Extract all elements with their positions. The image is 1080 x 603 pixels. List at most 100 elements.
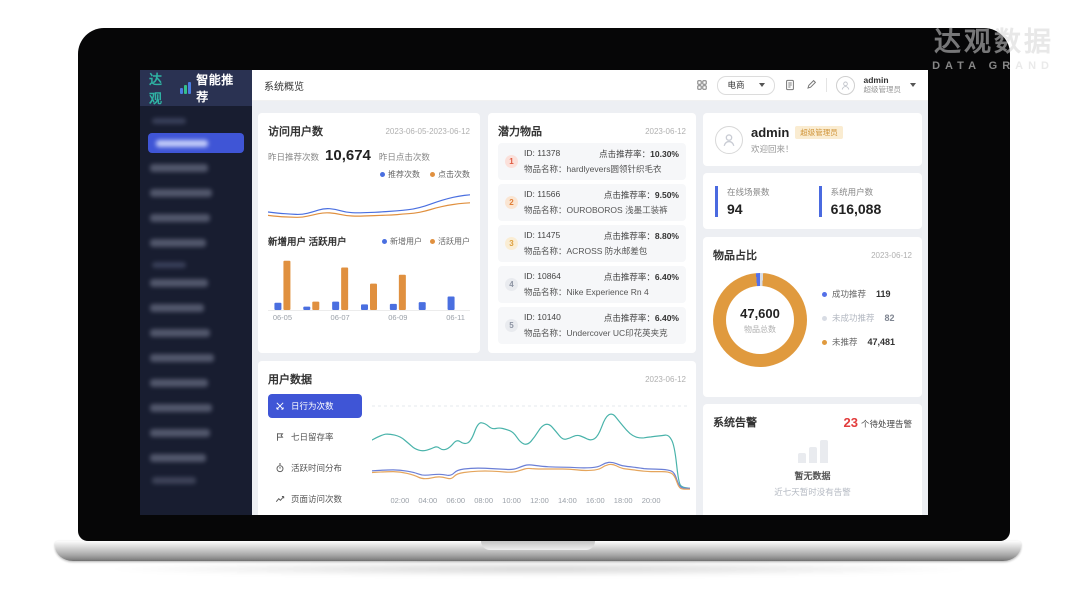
pending-alerts[interactable]: 23 个待处理告警: [843, 414, 912, 430]
page-title: 系统概览: [264, 81, 304, 93]
topbar-actions: 电商: [696, 75, 916, 95]
edit-icon[interactable]: [805, 79, 817, 91]
x-tick-label: 12:00: [530, 496, 549, 505]
legend-active-users: 活跃用户: [430, 236, 470, 247]
donut-chart: 47,600 物品总数: [713, 273, 807, 367]
potential-item[interactable]: 2 ID: 11566 点击推荐率：9.50% 物品名称：OUROBOROS 浅…: [498, 184, 686, 221]
item-id: ID: 10864: [524, 271, 561, 281]
behavior-x-axis: 02:00 04:00 06:00 08:00 10:00 12:00 14:00 16:00…: [372, 496, 686, 506]
sidebar-item-blurred[interactable]: [150, 402, 242, 414]
legend-click: 点击次数: [430, 169, 470, 180]
sidebar-item-blurred[interactable]: [150, 212, 242, 224]
legend-new-users: 新增用户: [382, 236, 422, 247]
document-icon[interactable]: [784, 79, 796, 91]
donut-legend: 成功推荐 119 未成功推荐 82 未推荐 47,481: [822, 288, 895, 367]
item-id: ID: 11378: [524, 148, 561, 158]
item-ctr: 点击推荐率：8.80%: [603, 231, 679, 241]
sidebar-item-blurred[interactable]: [150, 452, 242, 464]
potential-item[interactable]: 1 ID: 11378 点击推荐率：10.30% 物品名称：hardlyever…: [498, 143, 686, 180]
potential-item[interactable]: 3 ID: 11475 点击推荐率：8.80% 物品名称：ACROSS 防水邮差…: [498, 225, 686, 262]
date-value: 2023-06-12: [645, 126, 686, 136]
empty-title: 暂无数据: [794, 471, 831, 481]
avatar[interactable]: [835, 75, 855, 95]
laptop-base: [55, 541, 1021, 561]
card-title: 系统告警: [713, 417, 757, 429]
item-name: 物品名称：Undercover UC印花英夹克: [524, 328, 668, 338]
rank-badge: 2: [505, 196, 518, 209]
item-ctr: 点击推荐率：6.40%: [603, 313, 679, 323]
item-ctr: 点击推荐率：6.40%: [603, 272, 679, 282]
legend-recommend: 推荐次数: [380, 169, 420, 180]
user-menu[interactable]: admin 超级管理员: [864, 75, 902, 94]
sidebar-item-blurred[interactable]: [150, 187, 242, 199]
visit-trend-chart: [268, 194, 470, 218]
sidebar-item-blurred[interactable]: [150, 162, 242, 174]
rank-badge: 1: [505, 155, 518, 168]
x-tick-label: 06-09: [388, 313, 408, 322]
stat-value: 616,088: [830, 200, 882, 217]
app-logo: 达观 智能推荐: [140, 70, 252, 106]
x-tick-label: 20:00: [641, 496, 661, 505]
x-tick-label: 18:00: [613, 496, 633, 505]
card-title: 用户数据: [268, 374, 312, 386]
item-ctr: 点击推荐率：9.50%: [603, 190, 679, 200]
sidebar-item-active[interactable]: [148, 133, 244, 153]
topbar-divider: [825, 78, 827, 92]
laptop-shadow: [110, 562, 970, 576]
items-total-value: 47,600: [740, 305, 780, 321]
item-name: 物品名称：OUROBOROS 浅墨工装裤: [524, 205, 668, 215]
sidebar-item-blurred[interactable]: [150, 302, 242, 314]
menu-page-views[interactable]: 页面访问次数: [268, 487, 362, 511]
new-active-users-chart: [268, 260, 470, 311]
empty-chart-icon: [797, 439, 828, 463]
role-badge: 超级管理员: [795, 125, 843, 139]
stat-label: 在线场景数: [727, 186, 770, 197]
card-title: 访问用户数: [268, 126, 323, 138]
rank-badge: 4: [505, 278, 518, 291]
user-data-menu: 日行为次数 七日留存率: [268, 394, 362, 515]
card-title: 潜力物品: [498, 126, 542, 138]
scene-select-value: 电商: [727, 80, 745, 90]
visit-users-card: 访问用户数 2023-06-05-2023-06-12 昨日推荐次数 10,67…: [258, 113, 480, 353]
sidebar-item-blurred[interactable]: [150, 277, 242, 289]
user-menu-chevron-icon[interactable]: [910, 83, 916, 87]
sidebar: 达观 智能推荐: [140, 70, 252, 515]
sidebar-footer-item[interactable]: [152, 477, 196, 484]
potential-items-card: 潜力物品 2023-06-12 1 ID: 11378 点击推荐率：10.30%…: [488, 113, 696, 353]
sidebar-item-blurred[interactable]: [150, 427, 242, 439]
stat-value: 94: [727, 200, 743, 217]
date-value: 2023-06-12: [645, 374, 686, 384]
stat-label: 系统用户数: [830, 186, 874, 197]
profile-name: admin: [751, 124, 790, 140]
potential-item[interactable]: 4 ID: 10864 点击推荐率：6.40% 物品名称：Nike Experi…: [498, 266, 686, 303]
avatar: [715, 125, 743, 154]
x-tick-label: 02:00: [390, 496, 410, 505]
sidebar-item-blurred[interactable]: [150, 327, 242, 339]
x-tick-label: 14:00: [557, 496, 577, 505]
menu-retention[interactable]: 七日留存率: [268, 425, 362, 449]
daily-behavior-chart: [372, 405, 690, 490]
sidebar-section-label: [152, 118, 186, 124]
potential-item[interactable]: 5 ID: 10140 点击推荐率：6.40% 物品名称：Undercover …: [498, 307, 686, 344]
stat-value: 10,674: [325, 147, 371, 164]
sidebar-item-blurred[interactable]: [150, 237, 242, 249]
legend-not-recommended: 未推荐 47,481: [822, 336, 895, 348]
welcome-text: 欢迎回来！: [751, 143, 794, 154]
scene-select[interactable]: 电商: [717, 75, 775, 95]
menu-daily-behavior[interactable]: 日行为次数: [268, 394, 362, 418]
apps-icon[interactable]: [696, 79, 708, 91]
logo-product-text: 智能推荐: [196, 73, 234, 104]
menu-active-time[interactable]: 活跃时间分布: [268, 456, 362, 480]
item-id: ID: 10140: [524, 312, 561, 322]
system-alerts-card: 系统告警 23 个待处理告警 暂无数据 近七天暂时没有告警: [703, 404, 922, 515]
system-users-stat: 系统用户数 616,088: [818, 185, 882, 217]
sidebar-section-label: [152, 262, 186, 268]
sidebar-item-blurred[interactable]: [150, 352, 242, 364]
trend-cursor-icon: [275, 496, 285, 502]
behavior-chart-area: 02:00 04:00 06:00 08:00 10:00 12:00 14:00 16:00…: [372, 394, 690, 515]
sidebar-item-blurred[interactable]: [150, 377, 242, 389]
sidebar-nav: [140, 106, 252, 515]
item-share-card: 物品占比 2023-06-12 47,600 物品总数: [703, 237, 922, 397]
flag-icon: [277, 433, 284, 441]
